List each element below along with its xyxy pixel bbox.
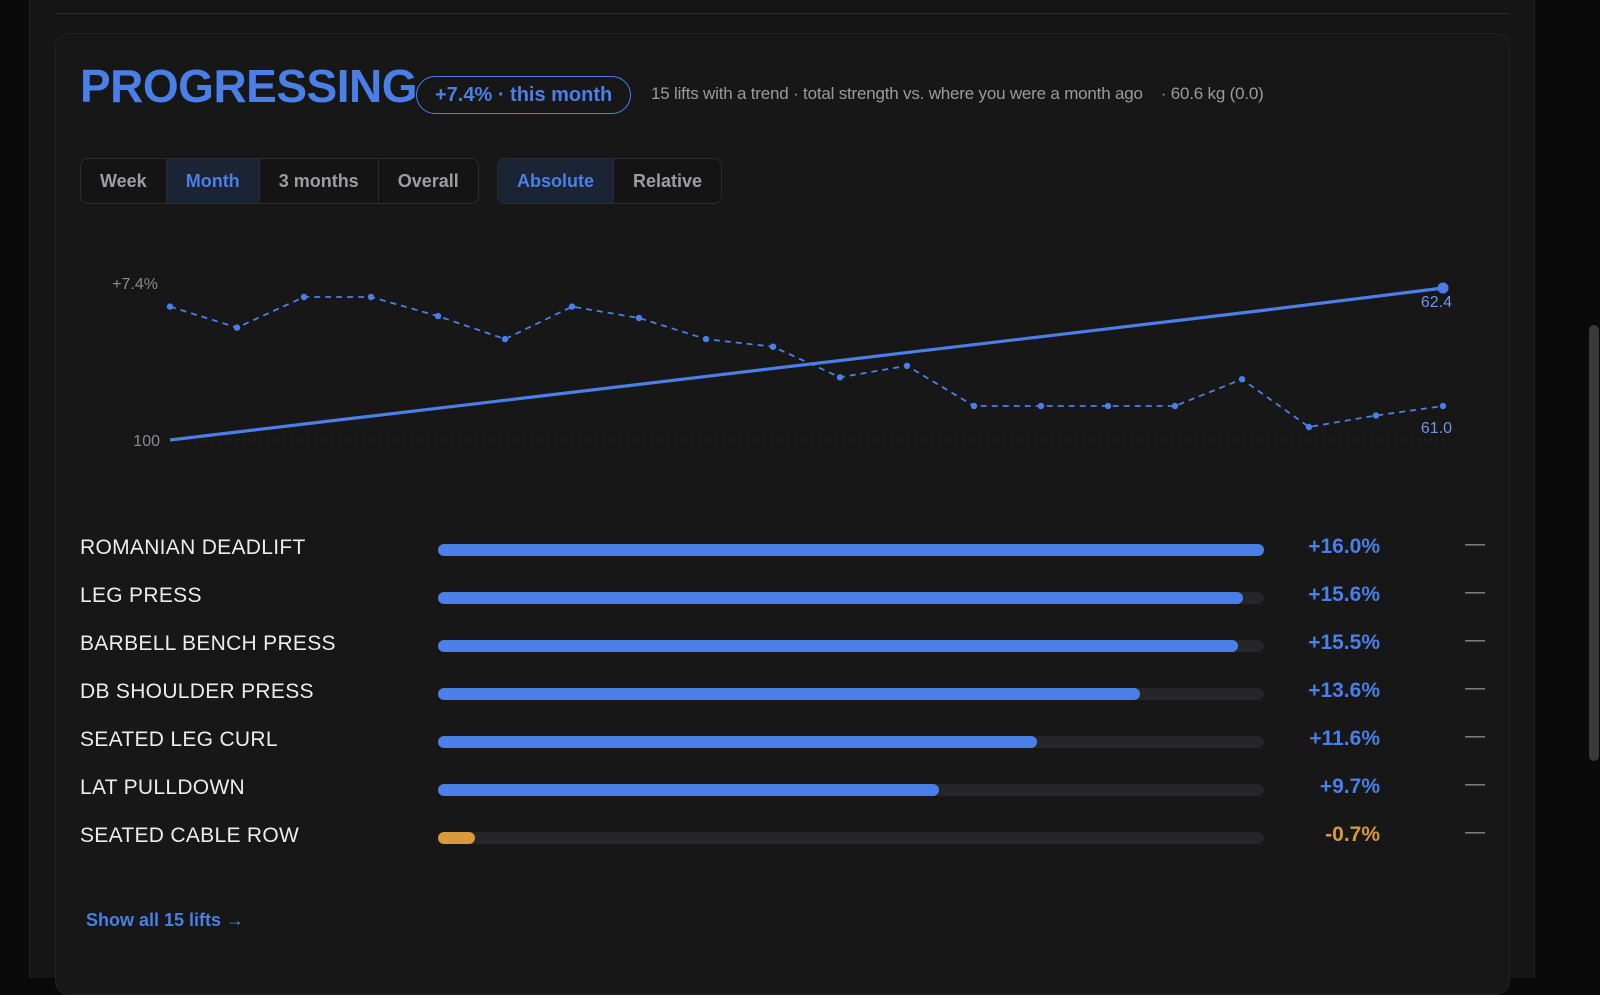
lift-change-value: +13.6% xyxy=(1308,679,1380,702)
lift-change-value: +9.7% xyxy=(1319,775,1380,798)
strength-chart: +7.4% 100 62.4 61.0 xyxy=(112,276,1452,450)
lift-bar-track xyxy=(438,592,1264,604)
weight-trend-points xyxy=(166,293,1447,431)
page-title: PROGRESSING xyxy=(80,60,418,112)
tab-3-months[interactable]: 3 months xyxy=(260,159,379,203)
lift-bar-track xyxy=(438,544,1264,556)
lift-trend-indicator: — xyxy=(1465,821,1485,843)
lift-name: BARBELL BENCH PRESS xyxy=(80,632,336,655)
weight-trend-point xyxy=(1238,376,1246,383)
lift-bar-fill xyxy=(438,832,475,844)
weight-trend-point xyxy=(1372,412,1380,419)
y-bottom-label: 100 xyxy=(133,433,160,450)
lift-trend-indicator: — xyxy=(1465,677,1485,699)
top-divider xyxy=(55,13,1509,14)
weight-trend-point xyxy=(1439,402,1447,410)
lift-change-value: +15.5% xyxy=(1308,631,1380,654)
lift-row[interactable]: ROMANIAN DEADLIFT +16.0% — xyxy=(80,533,1490,563)
tab-overall[interactable]: Overall xyxy=(397,171,459,191)
lift-change-value: +16.0% xyxy=(1308,535,1380,558)
lift-row[interactable]: BARBELL BENCH PRESS +15.5% — xyxy=(80,629,1490,659)
weight-trend-point xyxy=(367,293,375,301)
solid-end-label: 62.4 xyxy=(1421,294,1452,311)
lift-name: LEG PRESS xyxy=(80,584,202,607)
lift-change-value: +15.6% xyxy=(1308,583,1380,606)
lift-bar-fill xyxy=(438,640,1238,652)
total-strength-end-point xyxy=(1437,282,1449,294)
lift-trend-indicator: — xyxy=(1465,533,1485,555)
mode-selector: Absolute Relative xyxy=(497,158,723,204)
summary-weight: · 60.6 kg (0.0) xyxy=(1160,84,1264,103)
lift-bar-track xyxy=(438,640,1264,652)
weight-trend-point xyxy=(702,335,710,343)
lift-trend-indicator: — xyxy=(1465,725,1485,747)
lift-row[interactable]: DB SHOULDER PRESS +13.6% — xyxy=(80,677,1490,707)
weight-trend-point xyxy=(1305,423,1313,431)
tab-relative[interactable]: Relative xyxy=(633,171,703,191)
lift-change-value: -0.7% xyxy=(1325,823,1380,846)
lift-row[interactable]: LAT PULLDOWN +9.7% — xyxy=(80,773,1490,803)
total-strength-line xyxy=(169,286,1444,442)
lift-bar-track xyxy=(438,832,1264,844)
weight-trend-point xyxy=(635,314,643,322)
lift-bar-track xyxy=(438,784,1264,796)
weight-trend-point xyxy=(166,303,174,310)
lift-name: SEATED LEG CURL xyxy=(80,728,278,751)
lift-name: LAT PULLDOWN xyxy=(80,776,246,799)
weight-trend-point xyxy=(300,293,308,301)
lift-bar-track xyxy=(438,688,1264,700)
lift-bar-fill xyxy=(438,592,1243,604)
lift-row[interactable]: SEATED CABLE ROW -0.7% — xyxy=(80,821,1490,851)
lift-bar-fill xyxy=(438,784,939,796)
weight-trend-point xyxy=(836,374,844,381)
weight-trend-point xyxy=(903,362,911,369)
weight-trend-point xyxy=(1171,402,1179,410)
lift-bar-track xyxy=(438,736,1264,748)
scrollbar-thumb[interactable] xyxy=(1589,325,1599,761)
range-selector: Week Month 3 months Overall xyxy=(80,158,479,204)
lift-trend-indicator: — xyxy=(1465,773,1485,795)
show-all-lifts-link[interactable]: Show all 15 lifts → xyxy=(86,910,245,930)
lift-bar-fill xyxy=(438,688,1140,700)
lift-bar-fill xyxy=(438,736,1037,748)
lift-change-value: +11.6% xyxy=(1309,727,1380,750)
summary-subtitle: 15 lifts with a trend · total strength v… xyxy=(651,84,1264,104)
lift-name: ROMANIAN DEADLIFT xyxy=(80,536,306,559)
lift-row[interactable]: LEG PRESS +15.6% — xyxy=(80,581,1490,611)
lift-row[interactable]: SEATED LEG CURL +11.6% — xyxy=(80,725,1490,755)
weight-trend-point xyxy=(501,335,509,343)
weight-trend-point xyxy=(1104,402,1112,410)
lift-trend-indicator: — xyxy=(1465,581,1485,603)
weight-trend-point xyxy=(1037,402,1045,410)
monthly-change-badge: +7.4% · this month xyxy=(416,76,632,114)
tab-week[interactable]: Week xyxy=(81,159,167,203)
lift-name: SEATED CABLE ROW xyxy=(80,824,300,847)
y-top-label: +7.4% xyxy=(112,276,158,293)
weight-trend-point xyxy=(434,312,442,320)
weight-trend-point xyxy=(568,303,576,310)
weight-trend-point xyxy=(769,343,777,350)
tab-month[interactable]: Month xyxy=(166,159,260,203)
lift-name: DB SHOULDER PRESS xyxy=(80,680,314,703)
lift-bar-fill xyxy=(438,544,1264,556)
weight-trend-point xyxy=(233,324,241,331)
lift-trend-indicator: — xyxy=(1465,629,1485,651)
weight-trend-line xyxy=(169,296,1444,428)
dashed-end-label: 61.0 xyxy=(1421,420,1452,437)
weight-trend-point xyxy=(970,402,978,410)
summary-text: 15 lifts with a trend · total strength v… xyxy=(651,84,1143,103)
tab-absolute[interactable]: Absolute xyxy=(498,159,615,203)
